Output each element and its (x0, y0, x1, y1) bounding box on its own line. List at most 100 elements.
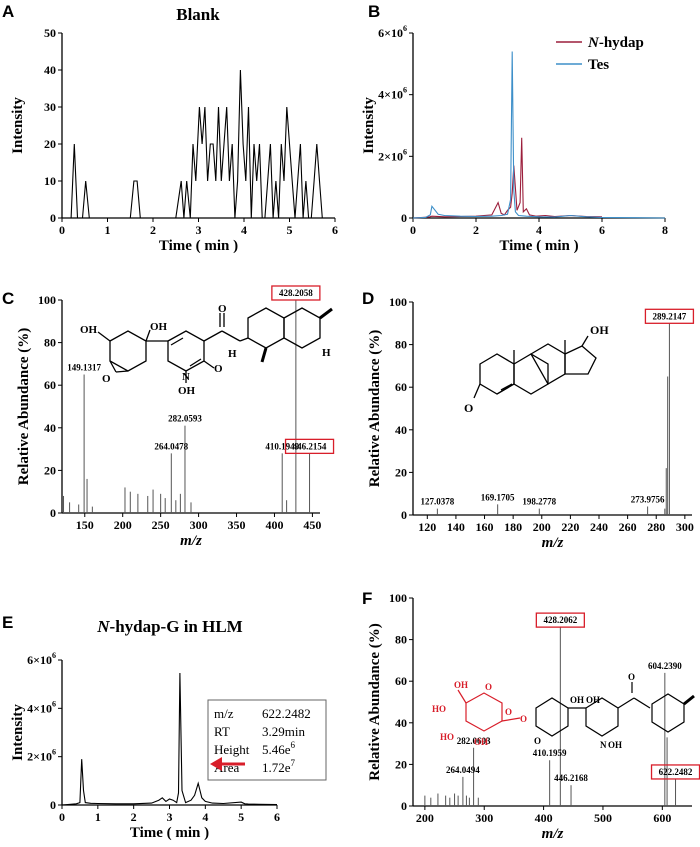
y-tick-base: 40 (395, 423, 407, 437)
panel-label: C (2, 289, 14, 308)
x-tick-label: 5 (238, 810, 244, 824)
y-tick-exponent: 6 (52, 699, 56, 708)
y-tick-label: 80 (395, 633, 407, 647)
atom-label: O (520, 714, 527, 724)
atom-label: OH (586, 695, 600, 705)
y-tick-base: 2×10 (378, 149, 403, 163)
y-tick-label: 0 (50, 798, 56, 812)
y-tick-label: 20 (395, 757, 407, 771)
atom-label: H (228, 348, 237, 360)
info-value: 3.29min (262, 724, 305, 739)
y-axis-label: Relative Abundance (%) (16, 328, 32, 486)
x-tick-label: 200 (114, 518, 132, 532)
x-tick-label: 280 (647, 520, 665, 534)
y-tick-label: 80 (395, 338, 407, 352)
chart-title: Blank (176, 5, 220, 24)
peak-label: 446.2154 (293, 441, 327, 451)
y-tick-exponent: 6 (52, 748, 56, 757)
panel-label: A (2, 2, 14, 21)
y-tick-label: 20 (44, 137, 56, 151)
x-tick-label: 3 (167, 810, 173, 824)
x-tick-label: 260 (619, 520, 637, 534)
info-box (207, 699, 327, 781)
structure-n-hydap (97, 307, 333, 383)
y-axis-label: Relative Abundance (%) (367, 330, 383, 488)
x-axis-label: m/z (180, 533, 202, 549)
peak-label: 446.2168 (554, 773, 588, 783)
y-tick-label: 0 (50, 211, 56, 225)
panel-label: E (2, 613, 13, 632)
x-tick-label: 6 (332, 223, 338, 237)
y-tick-label: 50 (44, 26, 56, 40)
y-axis-label: Intensity (10, 704, 26, 761)
y-tick-base: 80 (395, 633, 407, 647)
peak-label: 149.1317 (67, 363, 101, 373)
atom-label: OH (590, 323, 609, 337)
y-tick-label: 100 (389, 295, 407, 309)
y-tick-label: 100 (38, 293, 56, 307)
info-value-base: 5.46e (262, 742, 291, 757)
atom-label: OH (608, 740, 622, 750)
x-tick-label: 350 (228, 518, 246, 532)
y-tick-base: 40 (44, 63, 56, 77)
atom-label: HO (440, 732, 454, 742)
atom-label: N (600, 740, 607, 750)
x-tick-label: 4 (536, 223, 542, 237)
atom-label: O (485, 682, 492, 692)
x-tick-label: 180 (504, 520, 522, 534)
peak-label: 428.2062 (543, 615, 577, 625)
y-tick-base: 60 (44, 378, 56, 392)
structure-n-hydap-glucuronide (457, 682, 695, 737)
legend-entry-italic: N (587, 35, 600, 51)
y-tick-label: 80 (44, 336, 56, 350)
x-tick-label: 600 (653, 811, 671, 825)
y-tick-label: 40 (395, 716, 407, 730)
y-tick-base: 0 (401, 211, 407, 225)
x-tick-label: 4 (202, 810, 208, 824)
structure-testosterone (473, 335, 597, 399)
x-tick-label: 300 (475, 811, 493, 825)
y-tick-base: 10 (44, 174, 56, 188)
peak-label: 410.1949 (265, 441, 299, 451)
y-axis-label: Relative Abundance (%) (367, 623, 383, 781)
y-tick-exponent: 6 (403, 147, 407, 156)
peak-label: 282.0603 (457, 736, 491, 746)
y-tick-label: 10 (44, 174, 56, 188)
y-tick-base: 100 (389, 295, 407, 309)
x-tick-label: 8 (662, 223, 668, 237)
peak-label: 198.2778 (522, 497, 556, 507)
peak-label: 169.1705 (481, 492, 515, 502)
peak-label: 264.0478 (154, 441, 188, 451)
chart-title: N-hydap-G in HLM (96, 617, 242, 636)
y-tick-base: 20 (44, 463, 56, 477)
atom-label: OH (80, 324, 98, 336)
x-axis-label: Time ( min ) (499, 238, 578, 254)
x-tick-label: 220 (561, 520, 579, 534)
y-tick-base: 2×10 (27, 750, 52, 764)
x-tick-label: 2 (150, 223, 156, 237)
y-tick-label: 0 (401, 508, 407, 522)
x-tick-label: 3 (196, 223, 202, 237)
y-tick-base: 6×10 (378, 26, 403, 40)
atom-label: OH (570, 695, 584, 705)
peak-label: 410.1959 (533, 748, 567, 758)
structure-testosterone-atoms: OH O (464, 323, 609, 415)
x-tick-label: 500 (594, 811, 612, 825)
atom-label: O (534, 736, 541, 746)
atom-label: OH (454, 680, 468, 690)
x-tick-label: 6 (599, 223, 605, 237)
y-tick-label: 4×106 (378, 86, 407, 102)
y-tick-label: 6×106 (378, 24, 407, 40)
series-line-n-hydap-g (61, 672, 278, 806)
y-tick-label: 100 (389, 591, 407, 605)
x-tick-label: 6 (274, 810, 280, 824)
panel-d: D 120 140 160 180 200 220 240 260 280 300 0 20 40 60 80… (362, 289, 695, 551)
structure-glucuronide-atoms: O OH HO HO OH O O OH O OH N OH O (432, 672, 635, 750)
x-tick-label: 200 (533, 520, 551, 534)
y-tick-base: 20 (395, 465, 407, 479)
x-tick-label: 300 (676, 520, 694, 534)
y-axis-label: Intensity (361, 97, 377, 154)
y-tick-base: 0 (50, 506, 56, 520)
